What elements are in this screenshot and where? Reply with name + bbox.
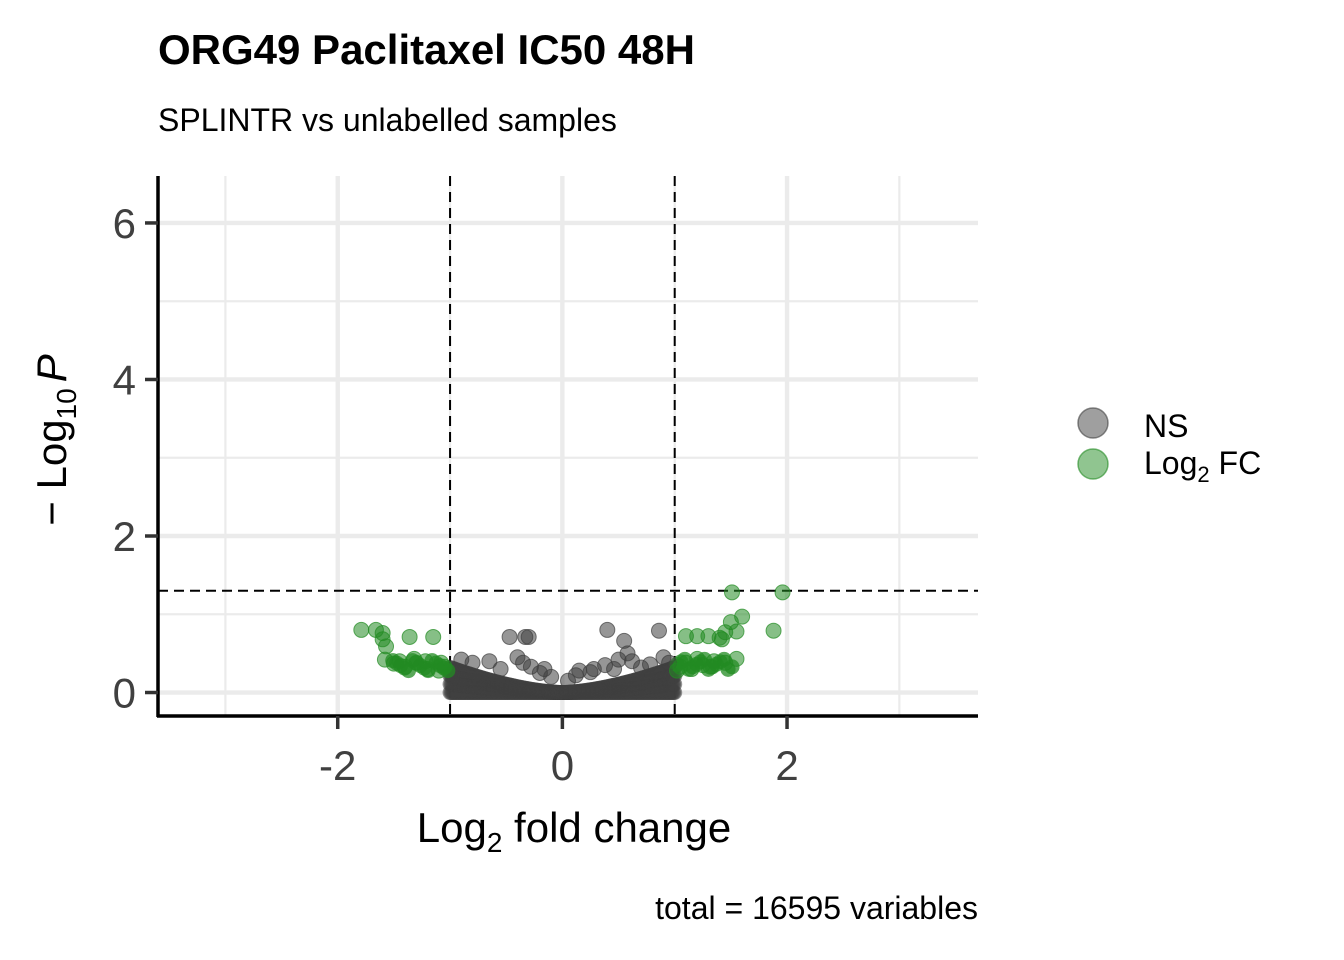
log2fc-point xyxy=(713,631,730,648)
y-tick-label: 2 xyxy=(113,513,136,560)
chart-title: ORG49 Paclitaxel IC50 48H xyxy=(158,26,695,73)
ns-point xyxy=(606,661,623,678)
y-axis-title-sub: 10 xyxy=(51,388,82,419)
log2fc-point xyxy=(378,638,395,655)
chart-subtitle: SPLINTR vs unlabelled samples xyxy=(158,102,617,138)
x-axis-title-sub: 2 xyxy=(487,827,503,858)
grid-layer xyxy=(158,176,978,716)
ns-point xyxy=(522,658,539,675)
data-points xyxy=(353,584,791,701)
legend-key-log2fc xyxy=(1077,448,1109,480)
y-tick-label: 4 xyxy=(113,356,136,403)
ns-point xyxy=(543,668,560,685)
legend-label-log2fc-rest: FC xyxy=(1210,445,1262,481)
ns-point xyxy=(501,628,518,645)
log2fc-point xyxy=(401,628,418,645)
ns-point xyxy=(492,661,509,678)
ns-point xyxy=(453,651,470,668)
ns-point xyxy=(650,622,667,639)
y-tick-label: 0 xyxy=(113,670,136,717)
log2fc-point xyxy=(408,654,425,671)
log2fc-point xyxy=(702,658,719,675)
x-axis-title-rest: fold change xyxy=(502,804,731,851)
log2fc-point xyxy=(436,658,453,675)
log2fc-point xyxy=(668,662,685,679)
ns-point xyxy=(599,621,616,638)
log2fc-point xyxy=(765,622,782,639)
chart-caption: total = 16595 variables xyxy=(655,890,978,926)
axes: 0 2 4 6 -2 0 2 xyxy=(113,176,978,789)
y-tick-label: 6 xyxy=(113,200,136,247)
legend-key-ns xyxy=(1077,407,1109,439)
x-tick-label: 0 xyxy=(551,742,574,789)
legend-label-log2fc: Log2 FC xyxy=(1144,445,1261,487)
log2fc-point xyxy=(700,628,717,645)
ns-point xyxy=(560,672,576,689)
x-axis-title-base: Log xyxy=(417,804,487,851)
ns-point xyxy=(582,664,599,681)
legend-label-log2fc-sub: 2 xyxy=(1197,462,1209,487)
log2fc-point xyxy=(353,621,370,638)
x-tick-label: 2 xyxy=(775,742,798,789)
legend-label-log2fc-base: Log xyxy=(1144,445,1197,481)
cutoff-lines xyxy=(158,176,978,716)
y-axis-title: − Log10 P xyxy=(28,354,82,525)
log2fc-point xyxy=(385,655,402,672)
ns-point xyxy=(520,628,537,645)
ns-point xyxy=(642,656,658,673)
log2fc-point xyxy=(425,628,442,645)
log2fc-point xyxy=(774,584,791,601)
log2fc-point xyxy=(724,584,740,601)
legend: NS Log2 FC xyxy=(1077,407,1261,487)
log2fc-point xyxy=(728,623,745,640)
legend-label-ns: NS xyxy=(1144,408,1188,444)
y-axis-title-prefix: − Log xyxy=(28,419,75,525)
x-tick-label: -2 xyxy=(319,742,356,789)
log2fc-point xyxy=(717,654,734,671)
x-axis-title: Log2 fold change xyxy=(417,804,732,858)
ns-point xyxy=(481,653,498,670)
y-axis-title-italic: P xyxy=(28,354,75,382)
